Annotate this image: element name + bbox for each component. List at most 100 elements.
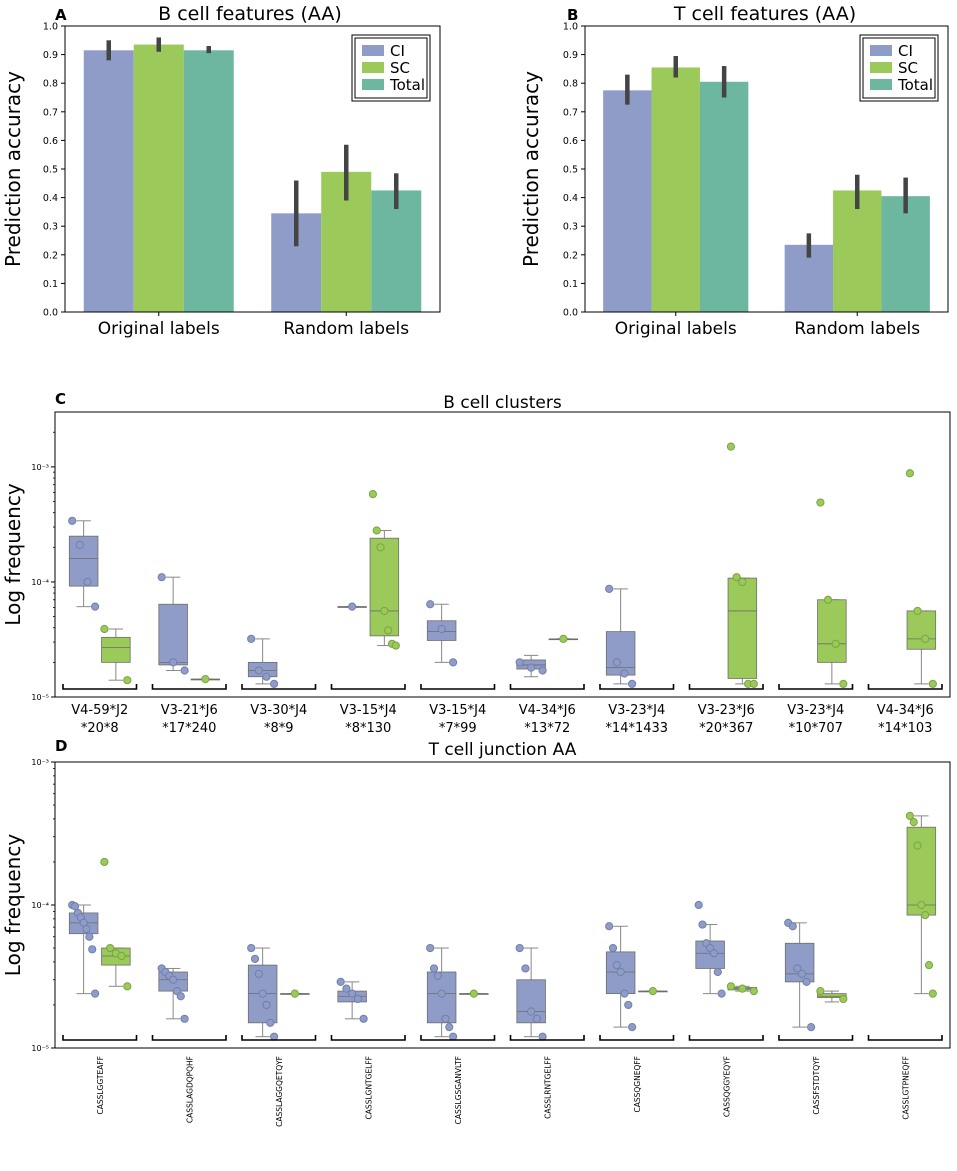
data-point-ci bbox=[91, 990, 98, 997]
y-tick-label: 10⁻⁴ bbox=[31, 578, 49, 587]
data-point-sc bbox=[118, 952, 125, 959]
y-tick-label: 10⁻³ bbox=[31, 463, 49, 472]
y-tick-label: 0.6 bbox=[563, 136, 578, 147]
chart-title: B cell clusters bbox=[443, 393, 562, 413]
legend-swatch-total bbox=[870, 79, 892, 90]
data-point-ci bbox=[522, 965, 529, 972]
data-point-ci bbox=[248, 635, 255, 642]
data-point-sc bbox=[124, 677, 131, 684]
legend-label-sc: SC bbox=[898, 59, 918, 77]
x-tick-label-line1: V3-23*J6 bbox=[698, 703, 755, 718]
data-point-ci bbox=[270, 1033, 277, 1040]
x-tick-label-line1: V3-23*J4 bbox=[608, 703, 665, 718]
group-bracket bbox=[600, 1035, 674, 1040]
data-point-sc bbox=[124, 983, 131, 990]
panel-D: DT cell junction AALog frequency10⁻⁵10⁻⁴… bbox=[1, 737, 950, 1127]
group-bracket bbox=[779, 1035, 853, 1040]
x-tick-label: Random labels bbox=[794, 319, 920, 339]
y-tick-label: 0.7 bbox=[43, 107, 58, 118]
data-point-ci bbox=[714, 968, 721, 975]
data-point-ci bbox=[181, 667, 188, 674]
group-bracket bbox=[690, 1035, 764, 1040]
chart-title: B cell features (AA) bbox=[158, 3, 342, 25]
x-tick-label-line2: *8*130 bbox=[345, 721, 391, 736]
y-tick-label: 10⁻⁴ bbox=[31, 901, 49, 910]
data-point-ci bbox=[267, 1019, 274, 1026]
x-tick-label: Original labels bbox=[98, 319, 220, 339]
group-bracket bbox=[332, 684, 406, 689]
y-tick-label: 0.5 bbox=[43, 165, 58, 176]
data-point-sc bbox=[727, 443, 734, 450]
data-point-ci bbox=[798, 970, 805, 977]
x-tick-label: CASSQGGYEQYF bbox=[722, 1056, 731, 1117]
bar-ci bbox=[603, 90, 651, 312]
data-point-sc bbox=[377, 544, 384, 551]
y-tick-label: 0.1 bbox=[43, 279, 58, 290]
x-tick-label: CASSQGNEQFF bbox=[633, 1056, 642, 1112]
x-tick-label-line2: *7*99 bbox=[439, 721, 477, 736]
data-point-ci bbox=[69, 517, 76, 524]
y-tick-label: 0.9 bbox=[563, 50, 578, 61]
group-bracket bbox=[511, 1035, 585, 1040]
data-point-sc bbox=[750, 680, 757, 687]
data-point-sc bbox=[560, 635, 567, 642]
legend-swatch-ci bbox=[870, 45, 892, 56]
data-point-ci bbox=[449, 1033, 456, 1040]
data-point-ci bbox=[621, 670, 628, 677]
data-point-sc bbox=[910, 818, 917, 825]
bar-ci bbox=[84, 50, 134, 312]
y-tick-label: 10⁻³ bbox=[31, 758, 49, 767]
group-bracket bbox=[63, 1035, 137, 1040]
y-tick-label: 1.0 bbox=[43, 22, 58, 33]
data-point-ci bbox=[621, 990, 628, 997]
data-point-ci bbox=[606, 585, 613, 592]
data-point-ci bbox=[613, 961, 620, 968]
data-point-ci bbox=[446, 1024, 453, 1031]
y-tick-label: 0.3 bbox=[43, 222, 58, 233]
data-point-ci bbox=[710, 950, 717, 957]
group-bracket bbox=[332, 1035, 406, 1040]
data-point-ci bbox=[349, 603, 356, 610]
data-point-ci bbox=[255, 970, 262, 977]
data-point-sc bbox=[925, 961, 932, 968]
y-tick-label: 0.6 bbox=[43, 136, 58, 147]
data-point-ci bbox=[539, 1033, 546, 1040]
bar-total bbox=[184, 50, 234, 312]
bar-sc bbox=[134, 45, 184, 312]
data-point-ci bbox=[442, 1015, 449, 1022]
x-tick-label: CASSFSTDTQYF bbox=[812, 1056, 821, 1115]
legend-swatch-sc bbox=[362, 62, 384, 73]
y-axis-label: Log frequency bbox=[1, 834, 25, 977]
data-point-sc bbox=[369, 491, 376, 498]
y-tick-label: 0.4 bbox=[43, 193, 58, 204]
x-tick-label-line1: V4-34*J6 bbox=[877, 703, 934, 718]
chart-title: T cell features (AA) bbox=[673, 3, 856, 25]
data-point-ci bbox=[76, 541, 83, 548]
x-tick-label: Original labels bbox=[615, 319, 737, 339]
data-point-ci bbox=[528, 664, 535, 671]
y-axis-label: Prediction accuracy bbox=[519, 71, 543, 267]
y-tick-label: 0.0 bbox=[563, 308, 578, 319]
x-tick-label: CASSLGTPNEQFF bbox=[901, 1056, 910, 1120]
figure: AB cell features (AA)Prediction accuracy… bbox=[0, 0, 957, 1171]
data-point-ci bbox=[539, 667, 546, 674]
y-tick-label: 1.0 bbox=[563, 22, 578, 33]
y-tick-label: 0.2 bbox=[563, 250, 578, 261]
data-point-ci bbox=[91, 603, 98, 610]
data-point-ci bbox=[628, 1024, 635, 1031]
data-point-sc bbox=[929, 990, 936, 997]
legend-swatch-sc bbox=[870, 62, 892, 73]
data-point-ci bbox=[263, 1001, 270, 1008]
data-point-ci bbox=[434, 972, 441, 979]
data-point-ci bbox=[177, 993, 184, 1000]
data-point-ci bbox=[807, 1024, 814, 1031]
data-point-sc bbox=[817, 987, 824, 994]
data-point-ci bbox=[528, 1008, 535, 1015]
data-point-sc bbox=[101, 625, 108, 632]
x-tick-label-line2: *8*9 bbox=[264, 721, 294, 736]
data-point-ci bbox=[516, 659, 523, 666]
box-sc bbox=[907, 611, 936, 649]
data-point-sc bbox=[918, 901, 925, 908]
group-bracket bbox=[242, 684, 316, 689]
box-sc bbox=[818, 600, 847, 663]
